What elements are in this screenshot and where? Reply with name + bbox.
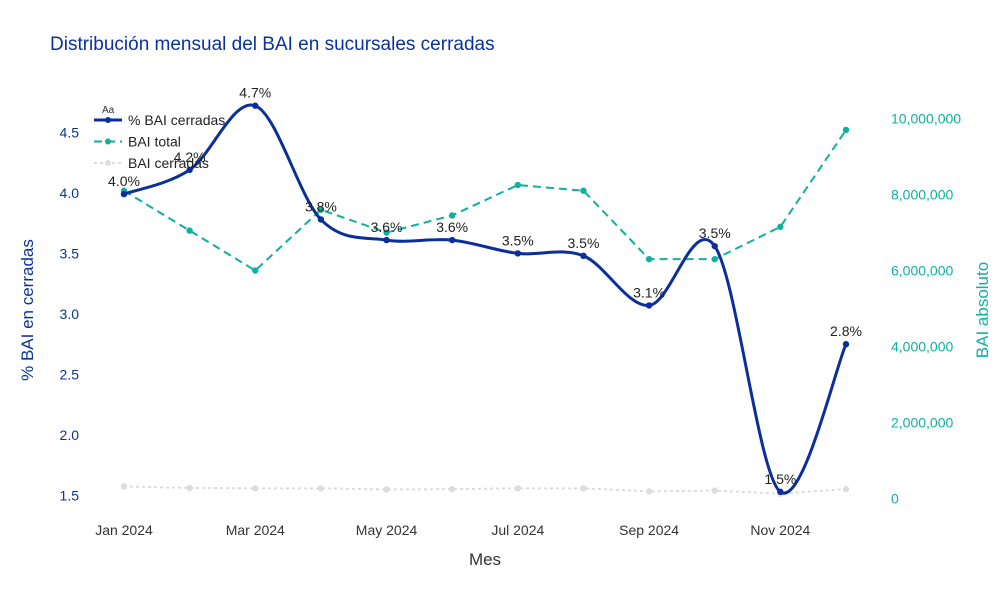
y-left-tick-label: 2.0 xyxy=(60,427,80,443)
x-tick-label: Sep 2024 xyxy=(619,522,679,538)
series-line-bai-total xyxy=(123,129,847,272)
point-bai-total[interactable] xyxy=(383,229,390,236)
point-bai-cerradas[interactable] xyxy=(514,250,522,257)
point-bai-cerradas[interactable] xyxy=(580,252,587,260)
y-right-tick-label: 8,000,000 xyxy=(891,187,953,203)
data-label: 3.5% xyxy=(699,225,731,241)
point-bai-total[interactable] xyxy=(186,227,193,234)
x-tick-label: May 2024 xyxy=(356,522,418,538)
data-label: 3.5% xyxy=(502,232,534,248)
y-right-tick-label: 0 xyxy=(891,491,899,507)
legend-item-bai-cerradas[interactable]: BAI cerradas xyxy=(94,155,209,171)
data-label: 3.1% xyxy=(633,284,665,300)
y-axis-right-label: BAI absoluto xyxy=(973,262,992,358)
point-bai-cerradas[interactable] xyxy=(383,486,390,493)
series-line-bai-cerradas xyxy=(123,103,848,495)
y-right-tick-label: 6,000,000 xyxy=(891,263,953,279)
legend-item-bai-cerradas[interactable]: % BAI cerradas xyxy=(94,112,225,128)
series-line-bai-cerradas xyxy=(123,485,847,495)
point-bai-total[interactable] xyxy=(580,187,587,194)
legend-label: BAI total xyxy=(128,134,181,150)
point-bai-cerradas[interactable] xyxy=(711,487,718,494)
data-labels-layer: 4.0% 4.2% 4.7% 3.8% 3.6% 3.6% 3.5% 3.5% 3.1% 3.5%… xyxy=(108,85,862,487)
data-label: 2.8% xyxy=(830,323,862,339)
y-left-tick-label: 3.0 xyxy=(60,306,80,322)
legend[interactable]: Aa % BAI cerradas BAI total BAI cerradas xyxy=(94,105,225,171)
legend-item-bai-total[interactable]: BAI total xyxy=(94,134,181,150)
series-layer xyxy=(120,102,850,497)
x-tick-label: Mar 2024 xyxy=(226,522,285,538)
point-bai-cerradas[interactable] xyxy=(317,216,325,223)
y-left-tick-label: 2.5 xyxy=(60,366,80,382)
y-left-tick-label: 1.5 xyxy=(60,487,80,503)
y-left-tick-label: 4.0 xyxy=(60,185,80,201)
data-label: 4.7% xyxy=(239,85,271,101)
point-bai-cerradas[interactable] xyxy=(317,485,325,492)
point-bai-cerradas[interactable] xyxy=(252,485,259,492)
point-bai-total[interactable] xyxy=(645,255,653,263)
point-bai-cerradas[interactable] xyxy=(252,102,259,109)
legend-marker xyxy=(105,160,111,166)
point-bai-total[interactable] xyxy=(514,181,522,189)
data-label: 3.6% xyxy=(371,219,403,235)
y-right-tick-label: 10,000,000 xyxy=(891,111,961,127)
point-bai-cerradas[interactable] xyxy=(777,488,784,496)
point-bai-total[interactable] xyxy=(252,267,259,274)
point-bai-cerradas[interactable] xyxy=(448,236,456,244)
x-tick-label: Jan 2024 xyxy=(95,522,153,538)
point-bai-cerradas[interactable] xyxy=(842,485,850,493)
point-bai-cerradas[interactable] xyxy=(514,485,522,492)
y-left-tick-label: 3.5 xyxy=(60,245,80,261)
point-bai-cerradas[interactable] xyxy=(645,488,653,495)
data-label: 3.5% xyxy=(567,235,599,251)
point-bai-cerradas[interactable] xyxy=(120,190,128,198)
point-bai-total[interactable] xyxy=(777,223,784,231)
axes-layer: 1.5 2.0 2.5 3.0 3.5 4.0 4.5 0 2,000,000 4,000,000… xyxy=(60,111,962,538)
x-tick-label: Jul 2024 xyxy=(491,522,544,538)
point-bai-total[interactable] xyxy=(711,255,718,263)
data-label: 4.0% xyxy=(108,173,140,189)
point-bai-cerradas[interactable] xyxy=(186,166,193,174)
point-bai-cerradas[interactable] xyxy=(120,483,128,490)
point-bai-total[interactable] xyxy=(842,126,850,134)
point-bai-cerradas[interactable] xyxy=(383,236,390,244)
y-right-tick-label: 2,000,000 xyxy=(891,415,953,431)
y-left-tick-label: 4.5 xyxy=(60,124,80,140)
data-label: 3.6% xyxy=(436,219,468,235)
point-bai-cerradas[interactable] xyxy=(645,302,653,309)
y-axis-left-label: % BAI en cerradas xyxy=(18,239,37,381)
legend-label: % BAI cerradas xyxy=(128,112,225,128)
point-bai-cerradas[interactable] xyxy=(186,484,193,492)
point-bai-cerradas[interactable] xyxy=(448,485,456,493)
x-tick-label: Nov 2024 xyxy=(750,522,810,538)
point-bai-cerradas[interactable] xyxy=(580,485,587,492)
legend-title: Aa xyxy=(102,105,115,116)
point-bai-total[interactable] xyxy=(317,206,325,213)
point-bai-cerradas[interactable] xyxy=(842,340,850,348)
chart-title: Distribución mensual del BAI en sucursal… xyxy=(50,34,495,55)
data-label: 4.2% xyxy=(174,149,206,165)
y-right-tick-label: 4,000,000 xyxy=(891,339,953,355)
point-bai-total[interactable] xyxy=(448,212,456,219)
data-label: 1.5% xyxy=(764,471,796,487)
legend-marker xyxy=(105,138,111,145)
legend-label: BAI cerradas xyxy=(128,155,209,171)
legend-marker xyxy=(105,117,111,123)
x-axis-label: Mes xyxy=(469,550,501,569)
point-bai-cerradas[interactable] xyxy=(711,242,718,250)
data-label: 3.8% xyxy=(305,199,337,215)
